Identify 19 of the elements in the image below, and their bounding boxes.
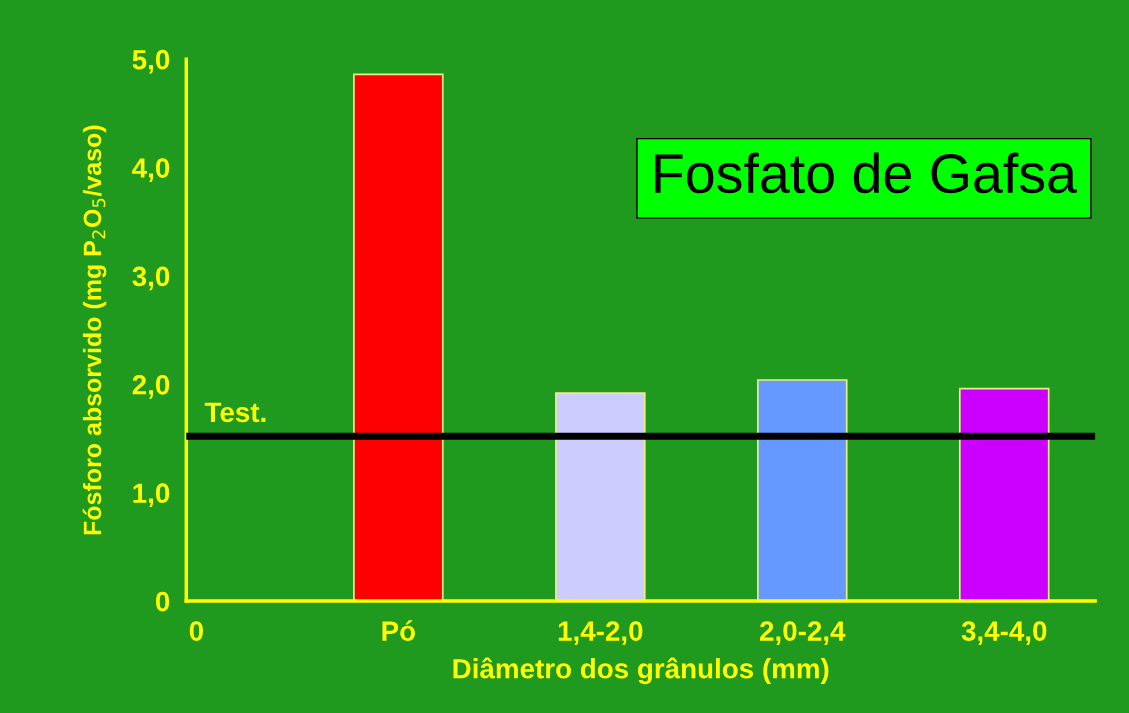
y-tick-label: 3,0 xyxy=(132,266,170,291)
bar xyxy=(555,392,646,602)
x-tick-label: 3,4-4,0 xyxy=(961,621,1047,645)
y-tick-label: 2,0 xyxy=(132,374,170,399)
ref-line-label: Test. xyxy=(204,402,266,423)
x-tick-label: 1,4-2,0 xyxy=(558,621,643,645)
x-tick-label: Pó xyxy=(382,620,416,641)
bar xyxy=(757,379,848,602)
y-tick-label: 5,0 xyxy=(132,49,170,74)
x-tick-label: 2,0-2,4 xyxy=(760,621,846,645)
y-tick-label: 0 xyxy=(155,591,170,612)
bar xyxy=(353,73,444,602)
y-axis-title: Fósforo absorvido (mg P$_{2}$O$_{5}$/vaso) xyxy=(82,125,107,535)
bar xyxy=(958,387,1050,602)
x-axis-title: Diâmetro dos grânulos (mm) xyxy=(453,657,829,685)
y-tick-label: 1,0 xyxy=(133,483,170,508)
y-tick-label: 4,0 xyxy=(132,158,170,182)
x-tick-label: 0 xyxy=(189,621,203,641)
annotation: Fosfato de Gafsa xyxy=(655,152,1077,194)
